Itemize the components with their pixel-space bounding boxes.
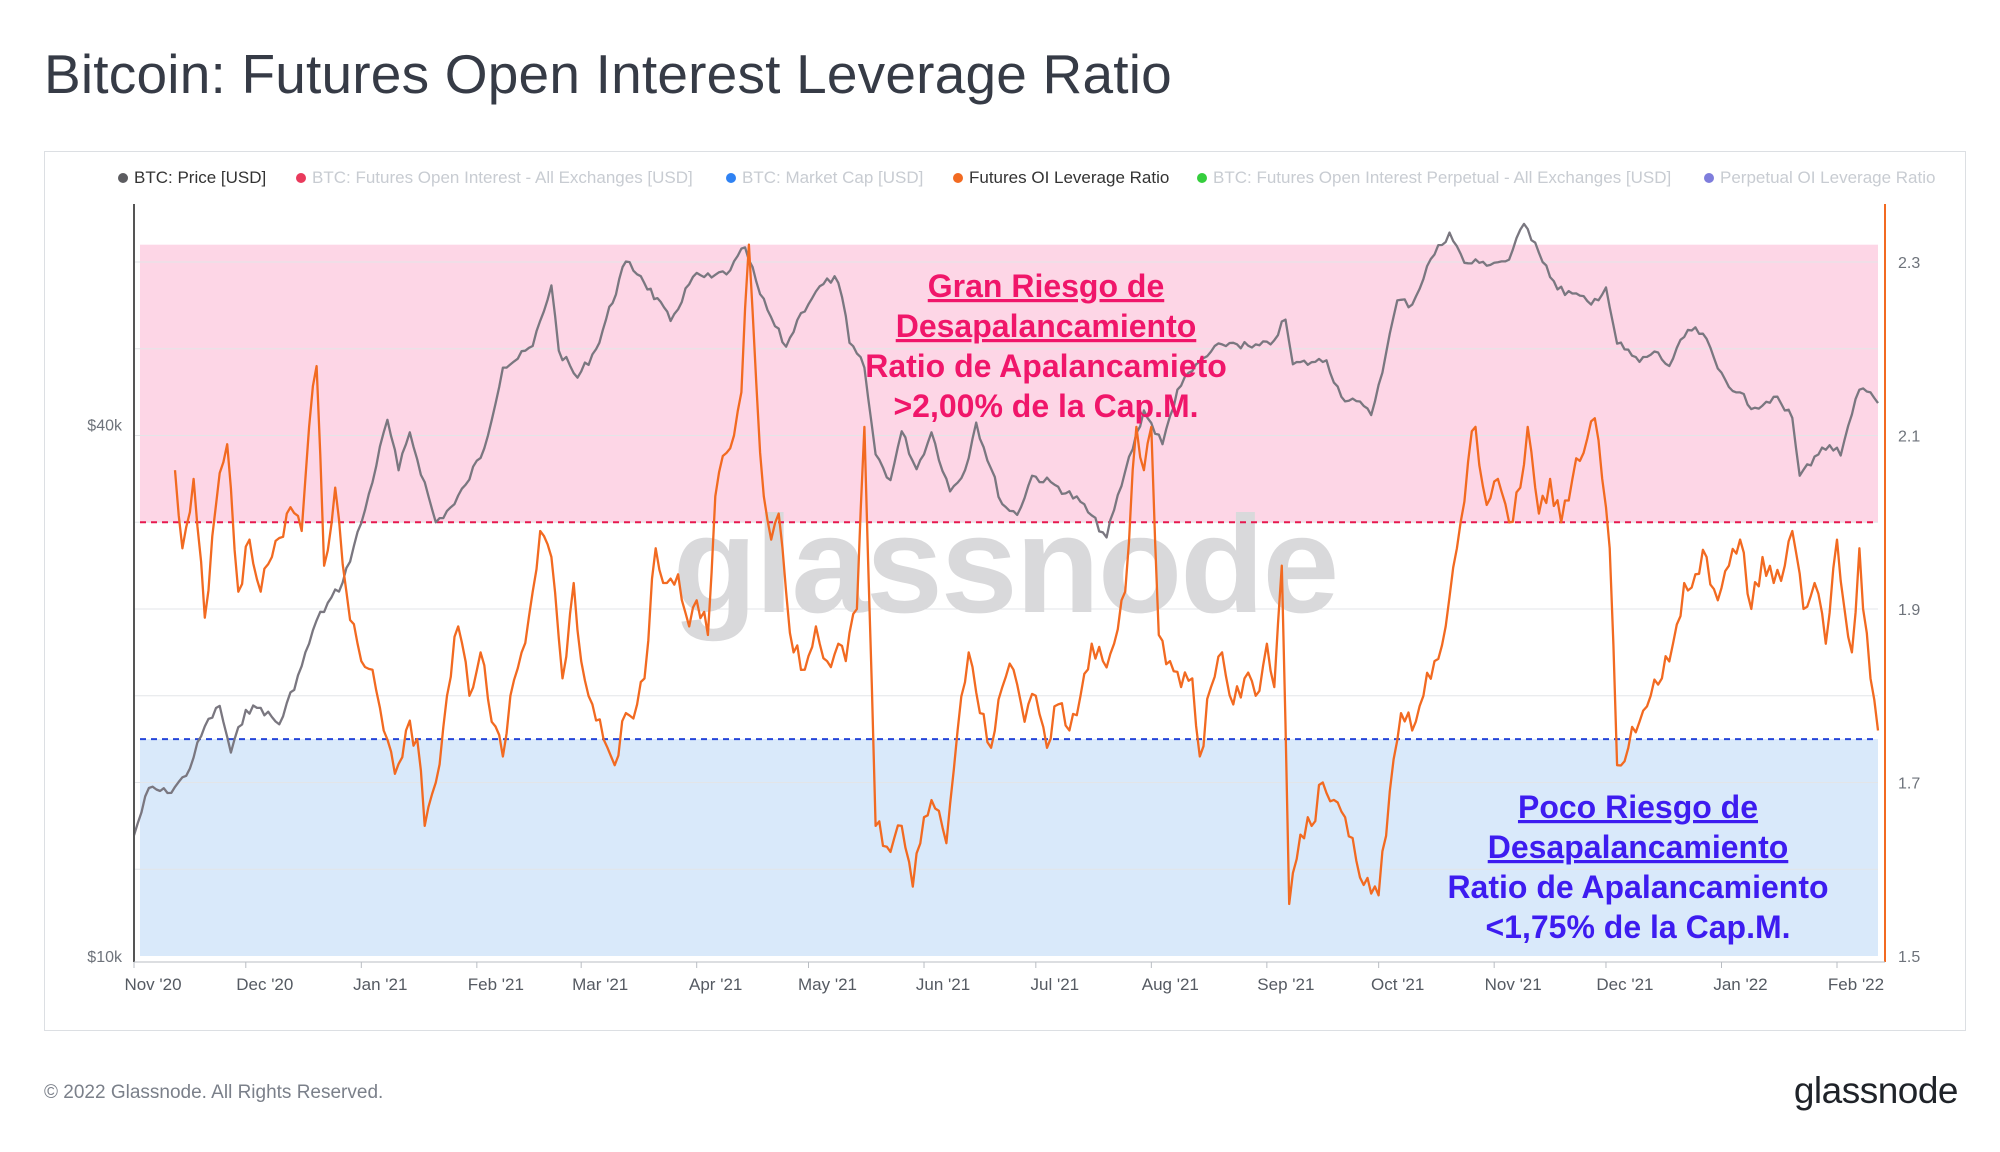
- watermark: glassnode: [673, 488, 1340, 642]
- x-axis-tick-label: Sep '21: [1257, 975, 1314, 994]
- high-risk-annotation-line-3: Ratio de Apalancamieto: [865, 348, 1227, 384]
- right-axis-tick-label: 2.3: [1898, 255, 1920, 272]
- x-axis-tick-label: Oct '21: [1371, 975, 1424, 994]
- low-risk-annotation-line-4: <1,75% de la Cap.M.: [1485, 909, 1790, 945]
- legend-item-market-cap[interactable]: BTC: Market Cap [USD]: [726, 168, 923, 188]
- x-axis-tick-label: Jun '21: [916, 975, 970, 994]
- x-axis-tick-label: Feb '22: [1828, 975, 1884, 994]
- low-risk-annotation-line-2: Desapalancamiento: [1488, 829, 1789, 865]
- legend-dot-icon: [1704, 173, 1714, 183]
- page-title: Bitcoin: Futures Open Interest Leverage …: [44, 43, 1172, 105]
- legend-item-perpetual-oi-leverage-ratio[interactable]: Perpetual OI Leverage Ratio: [1704, 168, 1935, 188]
- series-line-futures-oi-leverage-ratio: [173, 243, 1880, 906]
- footer-logo[interactable]: glassnode: [1793, 1070, 1959, 1111]
- footer-copyright: © 2022 Glassnode. All Rights Reserved.: [44, 1082, 384, 1103]
- high-risk-zone: [140, 244, 1878, 523]
- low-risk-zone: [140, 739, 1878, 956]
- x-axis-tick-label: Apr '21: [689, 975, 742, 994]
- high-risk-annotation-line-4: >2,00% de la Cap.M.: [893, 388, 1198, 424]
- x-axis-tick-label: Jul '21: [1031, 975, 1080, 994]
- legend-dot-icon: [726, 173, 736, 183]
- x-axis-tick-label: Dec '20: [236, 975, 293, 994]
- chart-legend: BTC: Price [USD] BTC: Futures Open Inter…: [0, 168, 2000, 192]
- threshold-lines: [140, 521, 1878, 741]
- legend-dot-icon: [1197, 173, 1207, 183]
- legend-item-futures-open-interest[interactable]: BTC: Futures Open Interest - All Exchang…: [296, 168, 693, 188]
- right-axis-tick-label: 1.9: [1898, 602, 1920, 619]
- right-axis-tick-label: 1.5: [1898, 949, 1920, 966]
- legend-item-futures-open-interest-perpetual[interactable]: BTC: Futures Open Interest Perpetual - A…: [1197, 168, 1671, 188]
- x-axis-tick-label: Mar '21: [572, 975, 628, 994]
- legend-dot-icon: [118, 173, 128, 183]
- legend-dot-icon: [953, 173, 963, 183]
- low-risk-annotation-line-1: Poco Riesgo de: [1518, 789, 1758, 825]
- x-axis-tick-label: Dec '21: [1596, 975, 1653, 994]
- high-risk-annotation-line-1: Gran Riesgo de: [928, 268, 1165, 304]
- left-axis-tick-label: $10k: [87, 949, 123, 966]
- legend-label: BTC: Futures Open Interest - All Exchang…: [312, 168, 693, 187]
- legend-label: BTC: Futures Open Interest Perpetual - A…: [1213, 168, 1672, 187]
- risk-zones: [140, 244, 1878, 956]
- legend-label: BTC: Market Cap [USD]: [742, 168, 924, 187]
- legend-label: Perpetual OI Leverage Ratio: [1720, 168, 1936, 187]
- annotations: Gran Riesgo de Desapalancamiento Ratio de …: [865, 268, 1828, 945]
- legend-item-btc-price[interactable]: BTC: Price [USD]: [118, 168, 266, 188]
- x-axis-tick-label: Nov '20: [124, 975, 181, 994]
- legend-label: Futures OI Leverage Ratio: [969, 168, 1170, 187]
- legend-dot-icon: [296, 173, 306, 183]
- legend-item-futures-oi-leverage-ratio[interactable]: Futures OI Leverage Ratio: [953, 168, 1169, 188]
- right-axis-tick-label: 1.7: [1898, 776, 1920, 793]
- left-axis-tick-label: $40k: [87, 418, 123, 435]
- x-axis-tick-label: Feb '21: [468, 975, 524, 994]
- axes: $10k $40k 1.5 1.7 1.9 2.1 2.3 Nov '20 Dec '20 Jan…: [87, 204, 1920, 994]
- x-axis-tick-label: Jan '22: [1713, 975, 1767, 994]
- right-axis-tick-label: 2.1: [1898, 429, 1920, 446]
- x-axis-tick-label: Nov '21: [1485, 975, 1542, 994]
- series-lines: [132, 222, 1880, 906]
- x-axis-tick-label: Aug '21: [1142, 975, 1199, 994]
- x-axis-tick-label: May '21: [798, 975, 857, 994]
- legend-label: BTC: Price [USD]: [134, 168, 267, 187]
- x-axis-tick-label: Jan '21: [353, 975, 407, 994]
- high-risk-annotation-line-2: Desapalancamiento: [896, 308, 1197, 344]
- watermark-text: glassnode: [673, 488, 1338, 642]
- low-risk-annotation-line-3: Ratio de Apalancamiento: [1447, 869, 1828, 905]
- series-line-btc-price: [132, 222, 1879, 836]
